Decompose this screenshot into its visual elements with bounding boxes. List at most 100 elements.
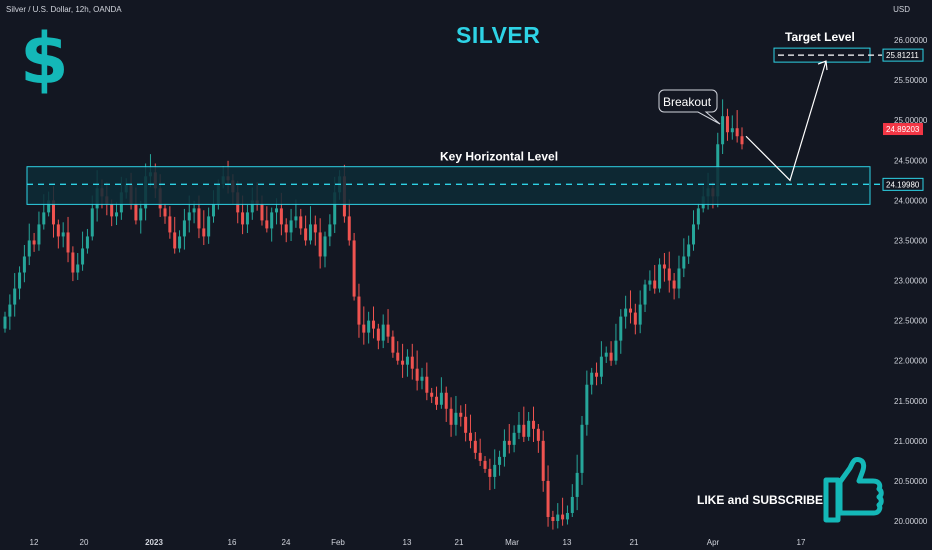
candle-body [47,200,51,213]
candle-body [677,268,681,289]
x-tick-label: 16 [228,538,237,547]
candle-body [328,224,332,237]
candle-body [265,220,269,229]
candle-body [444,392,448,409]
candle-body [178,236,182,249]
candle-body [628,308,632,313]
candle-body [439,392,443,405]
candle-body [318,232,322,257]
candle-body [507,440,511,445]
currency-label: USD [893,5,910,14]
candle-body [299,216,303,229]
candle-body [37,224,41,245]
candle-body [211,204,215,217]
candle-body [13,288,17,305]
candle-body [561,514,565,520]
candle-body [580,424,584,473]
candle-body [289,220,293,233]
candle-body [551,516,555,521]
candle-body [241,212,245,225]
candle-body [425,376,429,393]
candle-body [454,412,458,425]
candle-body [32,240,36,245]
price-axis[interactable]: 26.00000 25.50000 25.00000 24.50000 24.00000… [894,36,928,526]
candle-body [420,376,424,381]
target-price-badge: 25.81211 [886,51,919,60]
candle-body [381,324,385,341]
candle-body [71,252,75,273]
candle-body [202,228,206,237]
y-tick-label: 21.00000 [894,437,928,446]
candle-body [546,480,550,517]
y-tick-label: 23.00000 [894,277,928,286]
y-tick-label: 20.00000 [894,517,928,526]
candle-body [541,440,545,481]
candle-body [279,208,283,225]
candle-body [245,212,249,225]
candle-body [638,304,642,325]
candle-body [168,216,172,233]
candle-body [725,116,729,133]
candle-body [430,392,434,397]
y-tick-label: 25.50000 [894,76,928,85]
candle-body [590,372,594,385]
y-tick-label: 22.00000 [894,357,928,366]
x-tick-label: 12 [30,538,39,547]
candle-body [294,216,298,221]
last-price-badge-bg [883,123,923,136]
candle-body [187,212,191,221]
candle-body [56,224,60,237]
last-price-badge: 24.89203 [886,125,920,134]
y-tick-label: 20.50000 [894,477,928,486]
candle-body [464,416,468,433]
candle-body [197,208,201,229]
candle-body [483,460,487,469]
candle-body [313,224,317,233]
symbol-header: Silver / U.S. Dollar, 12h, OANDA [6,5,122,14]
y-tick-label: 24.00000 [894,196,928,205]
x-tick-label: 21 [630,538,639,547]
dollar-sign-icon: $ [20,18,69,100]
candle-body [134,204,138,221]
candle-body [66,232,70,253]
candle-body [599,356,603,377]
candle-body [498,456,502,465]
candle-body [478,452,482,461]
candle-body [396,352,400,361]
x-tick-label: Feb [331,538,345,547]
candle-body [653,280,657,289]
candle-body [250,200,254,213]
candle-body [435,396,439,405]
candle-body [391,336,395,353]
candle-body [275,208,279,213]
candle-body [473,440,477,453]
candle-body [721,116,725,145]
projection-arrowhead [817,60,828,71]
candle-body [662,264,666,269]
key-level-price-badge-bg [882,177,924,191]
y-tick-label: 24.50000 [894,156,928,165]
candle-body [488,468,492,477]
candle-body [27,240,31,257]
candle-body [260,204,264,221]
y-tick-label: 21.50000 [894,397,928,406]
candle-body [61,232,65,237]
key-level-price-badge: 24.19980 [886,180,920,189]
candle-body [22,256,26,273]
candle-body [556,514,560,521]
candle-body [459,412,463,417]
candle-body [90,208,94,237]
candle-body [357,296,361,325]
page-title: SILVER [456,22,541,48]
candle-body [207,216,211,237]
candle-body [182,220,186,237]
candle-body [658,264,662,289]
thumbs-up-icon [823,457,884,523]
candle-body [173,232,177,249]
candle-body [575,472,579,497]
time-axis[interactable]: 12 20 2023 16 24 Feb 13 21 Mar 13 21 Apr 17 [30,538,806,547]
candle-body [609,352,613,361]
like-subscribe-text: LIKE and SUBSCRIBE [697,493,824,507]
candle-body [270,212,274,229]
